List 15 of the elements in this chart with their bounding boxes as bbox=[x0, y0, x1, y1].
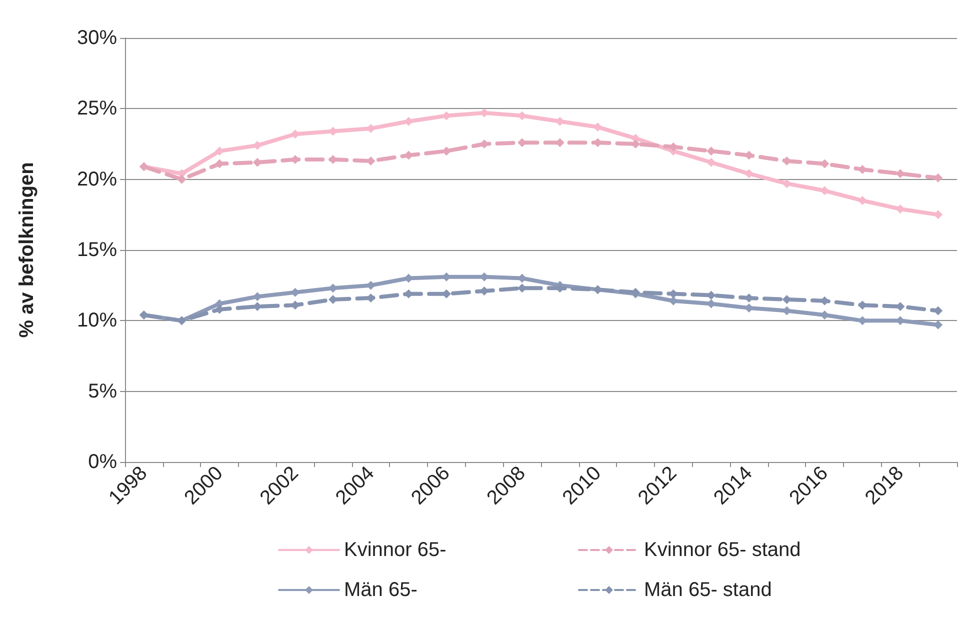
y-tick-label: 5% bbox=[88, 380, 118, 402]
legend-label: Kvinnor 65- stand bbox=[644, 539, 801, 561]
point bbox=[744, 169, 754, 178]
y-tick-label: 15% bbox=[76, 239, 118, 261]
y-axis-title: % av befolkningen bbox=[16, 162, 38, 338]
point bbox=[177, 174, 186, 184]
legend-label: Kvinnor 65- bbox=[344, 539, 446, 561]
y-tick-label: 30% bbox=[76, 27, 118, 49]
legend-label: Män 65- stand bbox=[644, 579, 772, 601]
y-tick-label: 10% bbox=[76, 310, 118, 332]
y-tick-label: 25% bbox=[76, 98, 118, 120]
point bbox=[706, 158, 716, 167]
y-tick-label: 20% bbox=[76, 168, 118, 190]
legend-label: Män 65- bbox=[344, 579, 418, 601]
y-tick-label: 0% bbox=[88, 451, 118, 473]
